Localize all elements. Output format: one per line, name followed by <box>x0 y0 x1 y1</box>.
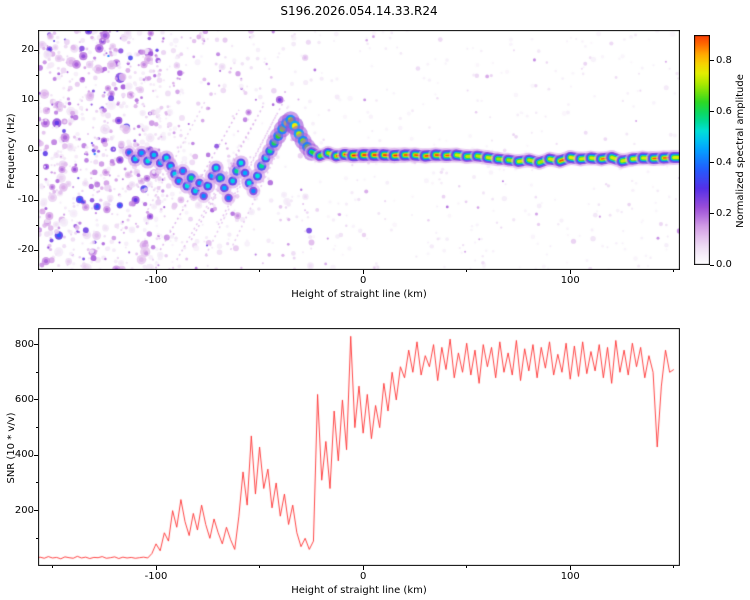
y-minor-tick <box>36 224 38 226</box>
y-tick <box>34 149 38 151</box>
y-minor-tick <box>36 537 38 539</box>
y-minor-tick <box>36 174 38 176</box>
figure-title: S196.2026.054.14.33.R24 <box>280 4 438 18</box>
colorbar-tick-label: 0.0 <box>716 259 732 270</box>
colorbar-canvas <box>694 35 710 265</box>
y-tick-label: 20 <box>21 44 34 55</box>
y-tick-label: -10 <box>17 194 34 205</box>
colorbar-tick <box>710 162 714 164</box>
y-tick-label: 600 <box>14 393 34 405</box>
colorbar-tick <box>710 213 714 215</box>
y-minor-tick <box>36 74 38 76</box>
x-minor-tick <box>673 270 675 272</box>
x-tick-label: 0 <box>359 275 367 286</box>
y-tick-label: 400 <box>14 449 34 461</box>
y-tick <box>34 399 38 401</box>
y-tick <box>34 99 38 101</box>
colorbar-tick <box>710 264 714 266</box>
x-minor-tick <box>673 566 675 568</box>
x-tick-label: -100 <box>144 275 168 286</box>
y-tick-label: 10 <box>21 94 34 105</box>
colorbar-tick-label: 0.4 <box>716 156 732 168</box>
y-minor-tick <box>36 124 38 126</box>
y-minor-tick <box>36 482 38 484</box>
x-tick <box>362 566 364 570</box>
y-tick <box>34 49 38 51</box>
y-tick <box>34 249 38 251</box>
x-minor-tick <box>466 566 468 568</box>
x-minor-tick <box>51 566 53 568</box>
x-tick <box>569 566 571 570</box>
snr-xlabel: Height of straight line (km) <box>291 585 427 596</box>
x-minor-tick <box>259 566 261 568</box>
colorbar-tick-label: 0.6 <box>716 105 732 117</box>
colorbar-label: Normalized spectral amplitude <box>735 74 746 228</box>
y-tick-label: 800 <box>14 338 34 350</box>
x-minor-tick <box>259 270 261 272</box>
y-tick-label: 200 <box>14 504 34 516</box>
x-tick-label: 0 <box>359 571 367 582</box>
y-tick <box>34 454 38 456</box>
y-tick <box>34 344 38 346</box>
x-minor-tick <box>51 270 53 272</box>
x-tick-label: 100 <box>560 275 580 286</box>
x-tick <box>362 270 364 274</box>
y-tick-label: 0 <box>27 144 34 155</box>
x-tick <box>155 566 157 570</box>
x-tick-label: 100 <box>560 571 580 582</box>
snr-ylabel: SNR (10 * v/v) <box>6 412 17 484</box>
spectrogram-canvas <box>38 30 680 270</box>
colorbar-tick <box>710 111 714 113</box>
x-tick-label: -100 <box>144 571 168 582</box>
colorbar-tick <box>710 60 714 62</box>
x-minor-tick <box>466 270 468 272</box>
snr-canvas <box>38 328 680 566</box>
y-tick <box>34 199 38 201</box>
y-minor-tick <box>36 427 38 429</box>
y-tick-label: -20 <box>17 244 34 255</box>
colorbar-tick-label: 0.8 <box>716 54 732 66</box>
colorbar-tick-label: 0.2 <box>716 207 732 219</box>
spectrogram-xlabel: Height of straight line (km) <box>291 289 427 300</box>
y-minor-tick <box>36 371 38 373</box>
y-tick <box>34 510 38 512</box>
x-tick <box>155 270 157 274</box>
x-tick <box>569 270 571 274</box>
